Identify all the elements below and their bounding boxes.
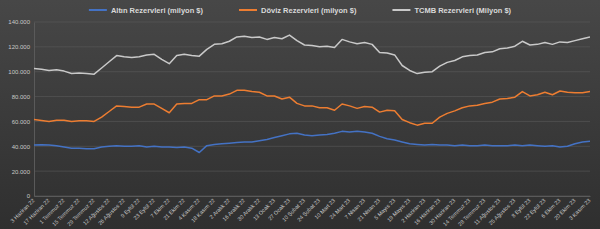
grid-line bbox=[34, 96, 590, 97]
chart: 020.00040.00060.00080.000100.000120.0001… bbox=[0, 0, 600, 229]
y-tick-label: 80.000 bbox=[12, 94, 31, 100]
grid-line bbox=[34, 171, 590, 172]
y-tick: 140.000 bbox=[8, 19, 34, 25]
grid-line bbox=[34, 22, 590, 23]
x-tick-label: 3 Kasım 23 bbox=[568, 197, 592, 221]
legend-swatch bbox=[89, 9, 107, 11]
y-tick-label: 60.000 bbox=[12, 119, 31, 125]
series-line bbox=[34, 131, 590, 152]
x-axis-line bbox=[35, 196, 591, 197]
legend-item: TCMB Rezervleri (Milyon $) bbox=[392, 6, 511, 15]
lines bbox=[34, 35, 590, 152]
series-line bbox=[34, 90, 590, 125]
y-tick-label: 140.000 bbox=[8, 19, 30, 25]
legend-item: Döviz Rezervleri (milyon $) bbox=[239, 6, 357, 15]
legend-label: TCMB Rezervleri (Milyon $) bbox=[414, 6, 511, 15]
y-axis: 020.00040.00060.00080.000100.000120.0001… bbox=[8, 19, 34, 199]
y-tick: 20.000 bbox=[12, 169, 34, 175]
legend-item: Altın Rezervleri (milyon $) bbox=[89, 6, 204, 15]
y-axis-line bbox=[34, 23, 35, 197]
legend: Altın Rezervleri (milyon $) Döviz Rezervl… bbox=[89, 6, 512, 15]
x-tick: 3 Kasım 23 bbox=[568, 197, 592, 221]
grid-line bbox=[34, 121, 590, 122]
series-line bbox=[34, 35, 590, 74]
legend-label: Döviz Rezervleri (milyon $) bbox=[261, 6, 357, 15]
legend-swatch bbox=[239, 9, 257, 11]
background bbox=[0, 0, 600, 229]
y-tick: 40.000 bbox=[12, 144, 34, 150]
y-tick: 100.000 bbox=[8, 69, 34, 75]
y-tick-label: 100.000 bbox=[8, 69, 30, 75]
grid-line bbox=[34, 71, 590, 72]
y-tick-label: 20.000 bbox=[12, 169, 31, 175]
grid-line bbox=[34, 46, 590, 47]
y-tick-label: 40.000 bbox=[12, 144, 31, 150]
y-tick: 60.000 bbox=[12, 119, 34, 125]
y-tick: 120.000 bbox=[8, 44, 34, 50]
y-tick: 80.000 bbox=[12, 94, 34, 100]
grid bbox=[34, 22, 590, 196]
x-axis: 3 Haziran 2217 Haziran 221 Temmuz 2215 T… bbox=[9, 197, 591, 228]
legend-label: Altın Rezervleri (milyon $) bbox=[111, 6, 204, 15]
y-tick-label: 120.000 bbox=[8, 44, 30, 50]
grid-line bbox=[34, 196, 590, 197]
plot: 020.00040.00060.00080.000100.000120.0001… bbox=[8, 19, 591, 227]
legend-swatch bbox=[392, 9, 410, 11]
